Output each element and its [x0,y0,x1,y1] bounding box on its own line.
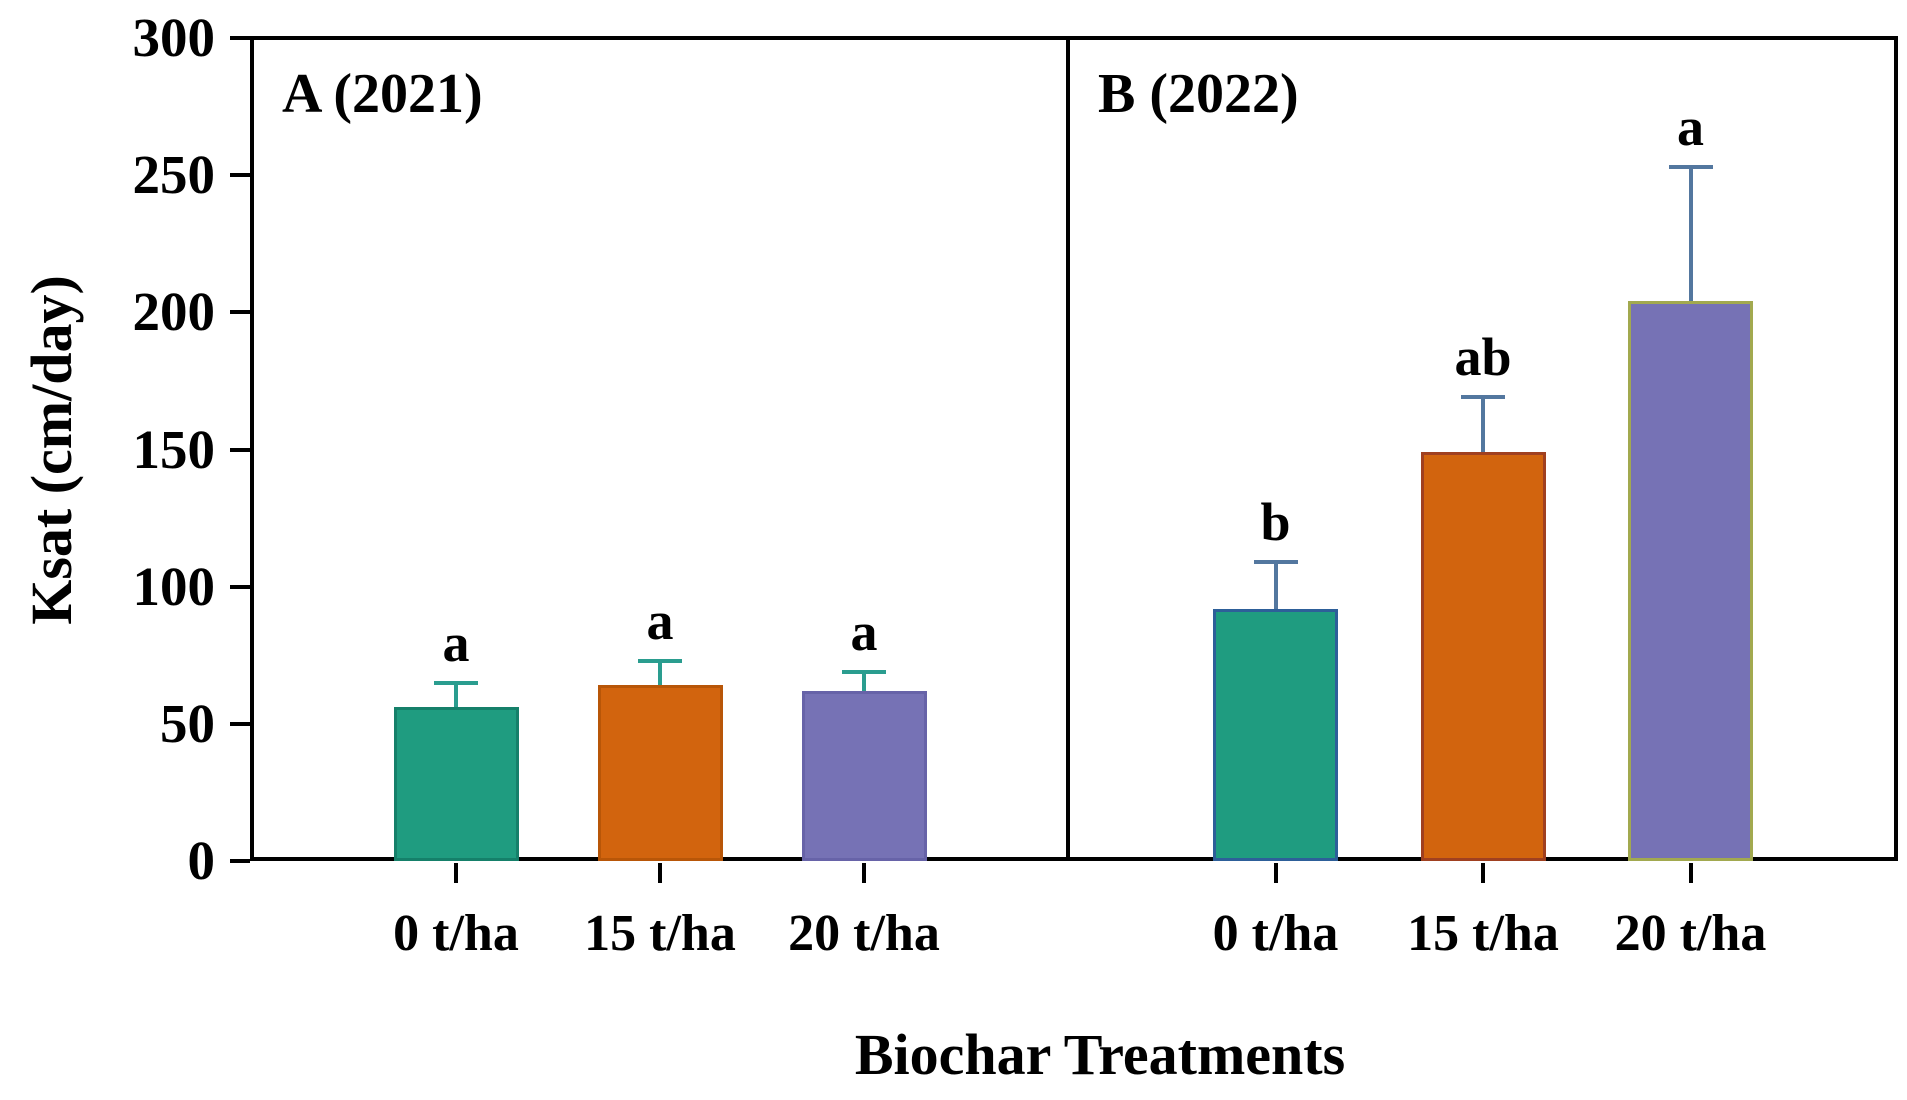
y-tick-label: 300 [132,7,216,68]
error-bar-cap [1461,395,1505,400]
panel-divider-line [1066,40,1070,857]
y-tick-mark [230,584,250,589]
x-tick-mark [1688,863,1693,883]
error-bar-stem [658,660,662,686]
significance-letter: ab [1454,327,1512,388]
error-bar-stem [1688,166,1693,302]
y-tick-mark [230,173,250,178]
x-tick-mark [862,863,866,883]
x-tick-label: 20 t/ha [788,905,940,962]
bar [1420,452,1546,861]
x-tick-mark [454,863,458,883]
bar [1213,608,1338,861]
x-tick-label: 0 t/ha [393,905,519,962]
y-tick-label: 150 [132,418,216,480]
y-tick-mark [230,859,250,863]
x-tick-mark [658,863,662,883]
error-bar-cap [842,669,886,674]
y-tick-label: 0 [187,830,216,891]
x-axis-title: Biochar Treatments [854,1022,1346,1087]
x-tick-mark [1273,863,1278,883]
error-bar-cap [1253,559,1298,564]
panel-label: B (2022) [1098,63,1299,125]
y-tick-mark [230,36,250,40]
error-bar-stem [862,671,866,691]
y-tick-label: 50 [160,692,215,754]
significance-letter: a [646,590,674,651]
y-tick-mark [230,310,250,315]
y-tick-label: 250 [132,144,216,206]
significance-letter: a [850,601,878,662]
error-bar-stem [1273,561,1278,609]
bar [1628,301,1753,861]
panel-label: A (2021) [282,63,483,125]
error-bar-cap [434,680,478,685]
x-tick-mark [1481,863,1485,883]
y-tick-label: 100 [132,555,216,617]
error-bar-cap [638,658,682,663]
error-bar-cap [1668,164,1713,169]
significance-letter: a [1677,96,1704,157]
x-tick-label: 15 t/ha [1407,905,1559,962]
x-tick-label: 0 t/ha [1212,905,1339,962]
y-tick-mark [230,721,250,726]
x-tick-label: 20 t/ha [1614,905,1767,962]
bar [801,690,927,861]
error-bar-stem [454,682,458,708]
y-tick-label: 200 [132,281,216,343]
x-tick-label: 15 t/ha [584,905,736,962]
significance-letter: a [442,612,470,673]
bar [393,707,519,861]
plot-frame [250,36,1898,861]
error-bar-stem [1481,397,1485,453]
significance-letter: b [1260,491,1291,552]
y-tick-mark [230,447,250,452]
bar [597,685,723,861]
